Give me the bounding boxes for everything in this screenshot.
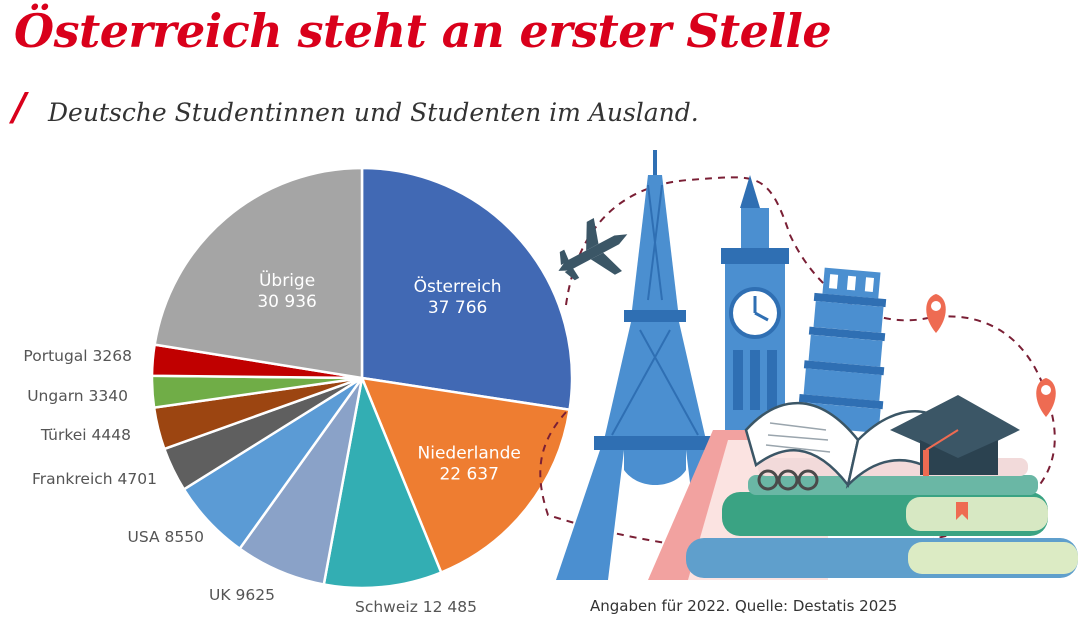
pie-slice-niederlande xyxy=(360,376,571,574)
pie-label-ungarn: Ungarn 3340 xyxy=(27,387,128,405)
pie-slices xyxy=(150,166,574,590)
pie-label-osterreich: Österreich 37 766 xyxy=(414,275,502,318)
location-pin-icon xyxy=(1036,378,1056,417)
pie-label-frankreich: Frankreich 4701 xyxy=(32,470,157,488)
chart-title: Österreich steht an erster Stelle xyxy=(14,4,832,58)
pie-label-turkei: Türkei 4448 xyxy=(40,426,131,444)
graduation-cap-icon xyxy=(890,395,1020,476)
pie-label-ubrige: Übrige 30 936 xyxy=(257,269,316,312)
travel-route-dashed-line xyxy=(539,176,1056,554)
chart-subtitle: Deutsche Studentinnen und Studenten im A… xyxy=(48,98,699,127)
pie-slice-osterreich xyxy=(360,166,574,411)
pie-label-niederlande: Niederlande 22 637 xyxy=(418,444,521,485)
travel-illustration xyxy=(539,150,1078,580)
pie-label-usa: USA 8550 xyxy=(128,528,204,546)
airplane-icon xyxy=(558,218,628,281)
subtitle-slash-mark: / xyxy=(12,84,26,129)
source-note: Angaben für 2022. Quelle: Destatis 2025 xyxy=(590,597,898,615)
open-book-icon xyxy=(744,401,940,489)
pie-label-uk: UK 9625 xyxy=(209,586,275,604)
pie-slice-ubrige xyxy=(153,166,364,380)
pie-label-schweiz: Schweiz 12 485 xyxy=(355,598,477,616)
pie-label-portugal: Portugal 3268 xyxy=(23,347,132,365)
location-pin-icon xyxy=(926,294,946,333)
pie-labels: Österreich 37 766 Niederlande 22 637 Schweiz… xyxy=(23,269,520,616)
pie-chart: Österreich 37 766 Niederlande 22 637 Schweiz… xyxy=(23,166,574,616)
